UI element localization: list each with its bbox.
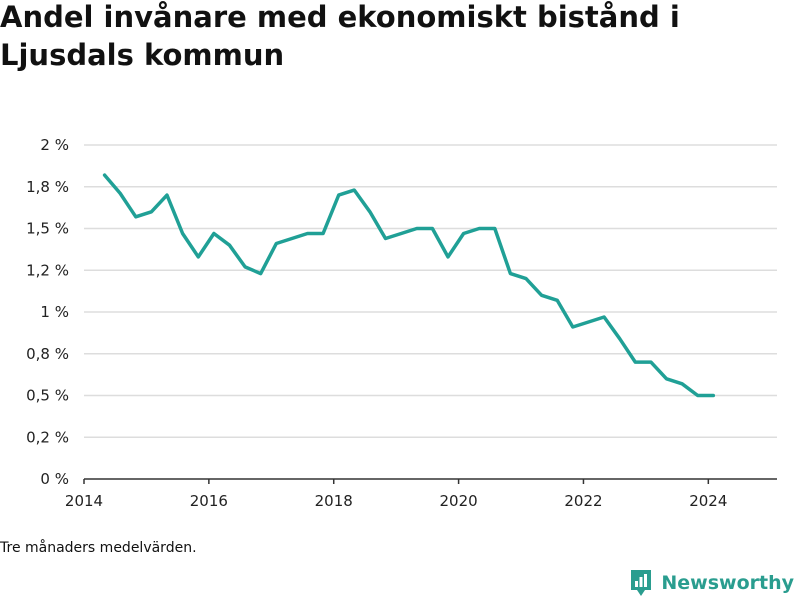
data-point[interactable] [351,187,357,193]
y-tick-label: 1,2 % [26,261,69,279]
data-point[interactable] [336,192,342,198]
y-tick-label: 0 % [40,470,69,488]
data-point[interactable] [476,226,482,232]
x-tick-label: 2020 [440,492,478,510]
x-tick-label: 2014 [65,492,103,510]
chart-note: Tre månaders medelvärden. [0,540,197,556]
data-point[interactable] [211,231,217,237]
data-point[interactable] [289,236,295,242]
x-axis: 2014 2016 2018 2020 2022 2024 [65,478,777,510]
data-point[interactable] [617,336,623,342]
data-point[interactable] [539,292,545,298]
data-point[interactable] [492,226,498,232]
data-point[interactable] [648,359,654,365]
y-tick-label: 2 % [40,136,69,154]
data-point[interactable] [320,231,326,237]
gridlines [84,144,777,438]
data-point[interactable] [305,231,311,237]
data-point[interactable] [133,214,139,220]
data-point[interactable] [585,319,591,325]
data-point[interactable] [367,209,373,215]
data-point[interactable] [273,241,279,247]
data-point[interactable] [148,209,154,215]
x-tick-label: 2016 [190,492,228,510]
data-point[interactable] [632,359,638,365]
data-point[interactable] [601,314,607,320]
data-point[interactable] [117,190,123,196]
series-layer [102,172,716,399]
brand-logo[interactable]: Newsworthy [629,569,794,597]
data-point[interactable] [398,231,404,237]
data-point[interactable] [180,231,186,237]
data-point[interactable] [242,264,248,270]
data-point[interactable] [695,393,701,399]
data-point[interactable] [461,231,467,237]
y-tick-label: 0,5 % [26,387,69,405]
y-tick-label: 1 % [40,303,69,321]
y-tick-label: 0,8 % [26,345,69,363]
data-point[interactable] [570,324,576,330]
data-point[interactable] [445,254,451,260]
data-point[interactable] [258,271,264,277]
data-point[interactable] [507,271,513,277]
data-point[interactable] [554,297,560,303]
data-point[interactable] [164,192,170,198]
chart-title: Andel invånare med ekonomiskt bistånd i … [0,0,680,72]
x-tick-label: 2022 [564,492,602,510]
data-point[interactable] [710,393,716,399]
data-point[interactable] [414,226,420,232]
brand-name: Newsworthy [661,572,794,594]
y-axis-tick-labels: 0 % 0,2 % 0,5 % 0,8 % 1 % 1,2 % 1,5 % 1,8 % 2 % [26,136,69,488]
y-tick-label: 1,5 % [26,220,69,238]
x-tick-label: 2018 [315,492,353,510]
x-tick-label: 2024 [689,492,727,510]
series-line [102,173,716,398]
y-tick-label: 1,8 % [26,178,69,196]
data-point[interactable] [663,376,669,382]
data-point[interactable] [102,172,108,178]
data-point[interactable] [429,226,435,232]
y-tick-label: 0,2 % [26,428,69,446]
data-point[interactable] [523,276,529,282]
data-point[interactable] [226,242,232,248]
data-point[interactable] [679,381,685,387]
data-point[interactable] [195,254,201,260]
newsworthy-logo-icon [631,570,652,596]
data-point[interactable] [383,236,389,242]
